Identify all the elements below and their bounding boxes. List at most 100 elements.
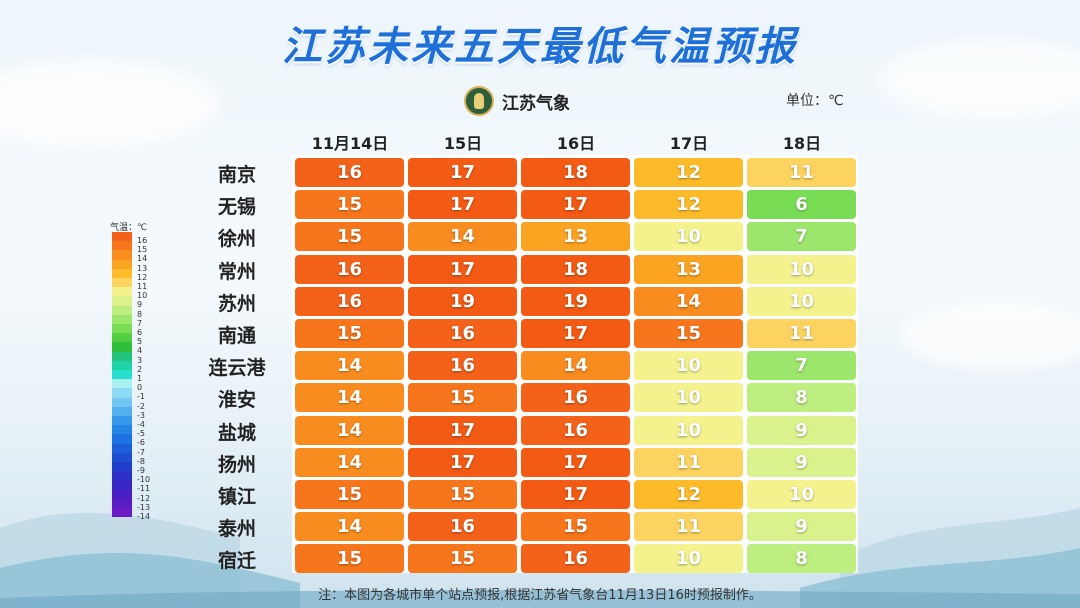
logo-text: 江苏气象 (502, 93, 570, 114)
temperature-cell: 15 (408, 544, 517, 574)
legend-label: 16 (137, 236, 148, 245)
temperature-cell: 17 (408, 158, 517, 187)
legend-swatch (112, 379, 132, 389)
temperature-cell: 7 (747, 351, 856, 381)
temperature-cell: 17 (521, 190, 630, 220)
legend-label: -11 (137, 484, 151, 494)
city-label: 扬州 (217, 453, 256, 476)
legend-swatch (112, 462, 132, 472)
city-label: 徐州 (217, 228, 256, 251)
city-label: 盐城 (217, 421, 256, 444)
column-header: 11月14日 (311, 134, 389, 153)
legend-label: -2 (137, 401, 145, 411)
temperature-cell: 12 (634, 480, 743, 509)
temperature-cell: 11 (747, 319, 856, 348)
temperature-cell: 11 (634, 512, 743, 542)
temperature-cell: 15 (295, 190, 404, 220)
column-header: 16日 (556, 134, 596, 153)
temperature-cell: 8 (747, 544, 856, 574)
temperature-cell: 15 (408, 383, 517, 413)
legend-label: 0 (137, 383, 143, 393)
legend-swatch (112, 232, 132, 242)
legend-swatch (112, 452, 132, 462)
temperature-cell: 9 (747, 415, 856, 445)
city-label: 苏州 (217, 292, 256, 315)
temperature-cell: 15 (408, 480, 517, 509)
legend-swatch (112, 333, 132, 343)
temperature-cell: 11 (747, 158, 856, 187)
temperature-cell: 6 (747, 190, 856, 220)
city-label: 宿迁 (217, 550, 256, 573)
legend-label: 1 (137, 374, 143, 383)
unit-label: 单位：℃ (786, 93, 844, 109)
temperature-cell: 16 (295, 254, 404, 284)
background-cloud (880, 40, 1080, 120)
temperature-cell: 15 (295, 222, 404, 252)
temperature-cell: 14 (295, 447, 404, 477)
city-label: 泰州 (217, 518, 256, 541)
temperature-cell: 14 (634, 286, 743, 316)
temperature-cell: 14 (295, 512, 404, 542)
legend-swatch (112, 342, 132, 352)
footnote: 注：本图为各城市单个站点预报,根据江苏省气象台11月13日16时预报制作。 (318, 588, 762, 603)
legend-label: 7 (137, 318, 143, 328)
background-cloud (900, 300, 1080, 370)
temperature-cell: 14 (295, 351, 404, 381)
city-label: 连云港 (208, 357, 266, 380)
temperature-cell: 16 (295, 286, 404, 316)
legend-swatch (112, 508, 132, 518)
legend-label: -6 (137, 438, 145, 448)
column-header: 18日 (782, 134, 822, 153)
legend-swatch (112, 388, 132, 398)
temperature-cell: 12 (634, 190, 743, 220)
legend-label: -7 (137, 447, 145, 457)
city-label: 无锡 (217, 196, 256, 219)
temperature-cell: 15 (521, 512, 630, 542)
logo: 江苏气象 (464, 84, 570, 118)
legend-label: 9 (137, 300, 143, 310)
temperature-cell: 19 (521, 286, 630, 316)
legend-swatch (112, 489, 132, 499)
temperature-cell: 13 (634, 254, 743, 284)
legend-label: -8 (137, 456, 145, 466)
background-cloud (0, 60, 220, 150)
temperature-cell: 17 (521, 319, 630, 348)
temperature-cell: 8 (747, 383, 856, 413)
city-label: 南京 (217, 164, 256, 186)
city-label: 镇江 (217, 486, 256, 508)
temperature-cell: 15 (634, 319, 743, 348)
temperature-cell: 18 (521, 254, 630, 284)
temperature-cell: 16 (408, 351, 517, 381)
city-label: 淮安 (217, 389, 256, 412)
column-header: 15日 (443, 134, 483, 153)
temperature-cell: 10 (634, 351, 743, 381)
city-label: 常州 (217, 260, 256, 283)
city-label: 南通 (217, 325, 256, 347)
legend-swatch (112, 278, 132, 288)
legend-label: 10 (137, 291, 148, 301)
legend-label: 14 (137, 254, 148, 264)
temperature-cell: 17 (521, 447, 630, 477)
temperature-cell: 10 (634, 383, 743, 413)
legend-label: 12 (137, 272, 148, 282)
legend-label: -14 (137, 512, 151, 521)
legend-label: -9 (137, 466, 145, 475)
legend-swatch (112, 287, 132, 297)
legend-swatch (112, 305, 132, 315)
temperature-cell: 17 (408, 415, 517, 445)
legend-swatch (112, 498, 132, 508)
legend-label: 8 (137, 309, 143, 319)
legend-label: -4 (137, 420, 145, 429)
temperature-cell: 9 (747, 512, 856, 542)
legend-swatch (112, 314, 132, 324)
column-header: 17日 (669, 134, 709, 153)
temperature-cell: 16 (521, 383, 630, 413)
temperature-cell: 19 (408, 286, 517, 316)
legend-label: -13 (137, 502, 151, 512)
temperature-cell: 14 (295, 383, 404, 413)
temperature-cell: 18 (521, 158, 630, 187)
temperature-cell: 11 (634, 447, 743, 477)
meteorology-emblem-icon (464, 86, 494, 116)
legend-swatch (112, 370, 132, 380)
legend-swatch (112, 425, 132, 435)
